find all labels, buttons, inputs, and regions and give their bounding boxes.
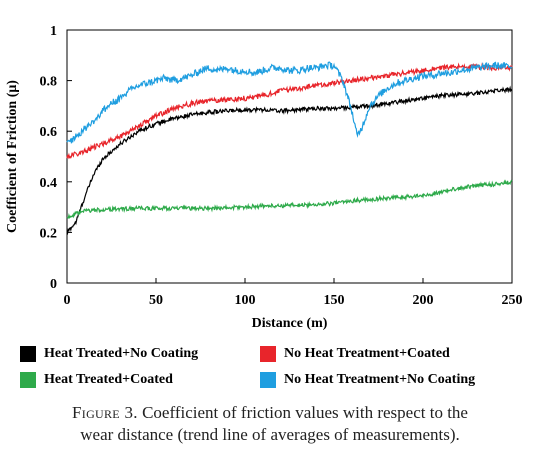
caption-text-1: Coefficient of friction values with resp… [142,403,468,422]
x-tick-label: 0 [64,293,71,308]
legend-label-series-2: No Heat Treatment+Coated [284,346,450,361]
x-tick-label: 50 [149,293,163,308]
caption-text-2: wear distance (trend line of averages of… [80,425,460,444]
y-tick-label: 0.2 [40,226,58,241]
y-tick-label: 0.4 [40,176,58,191]
tick-layer: 0 50 100 150 200 250 0 0.2 0.4 0.6 0.8 1 [40,24,523,308]
figure-caption: Figure 3. Coefficient of friction values… [20,402,520,446]
legend-item-series-3: Heat Treated+Coated [20,372,173,388]
series-line-2 [66,62,513,160]
series-line-1 [66,85,513,235]
legend-label-series-4: No Heat Treatment+No Coating [284,372,476,387]
legend-label-series-1: Heat Treated+No Coating [44,346,199,361]
legend-swatch-series-1 [20,346,36,362]
y-tick-label: 0.6 [40,125,58,140]
legend-item-series-1: Heat Treated+No Coating [20,346,198,362]
legend-swatch-series-2 [260,346,276,362]
series-line-3 [66,179,513,219]
x-tick-label: 150 [324,293,345,308]
y-tick-label: 1 [50,24,57,39]
chart-canvas: 0 50 100 150 200 250 0 0.2 0.4 0.6 0.8 1 Distance (… [5,24,523,331]
y-axis-title: Coefficient of Friction (μ) [5,80,20,233]
legend-item-series-2: No Heat Treatment+Coated [260,346,450,362]
x-axis-title: Distance (m) [252,316,328,331]
legend-label-series-3: Heat Treated+Coated [44,372,173,387]
caption-line-1: Figure 3. Coefficient of friction values… [20,402,520,424]
chart-legend: Heat Treated+No Coating No Heat Treatmen… [0,340,540,396]
legend-swatch-series-3 [20,372,36,388]
series-layer [66,61,513,235]
x-tick-label: 250 [502,293,523,308]
series-line-4 [66,61,513,144]
y-tick-label: 0 [50,277,57,292]
y-tick-label: 0.8 [40,75,58,90]
legend-item-series-4: No Heat Treatment+No Coating [260,372,475,388]
x-tick-label: 200 [413,293,434,308]
caption-figure-label: Figure 3. [72,403,138,422]
x-tick-label: 100 [235,293,256,308]
legend-swatch-series-4 [260,372,276,388]
